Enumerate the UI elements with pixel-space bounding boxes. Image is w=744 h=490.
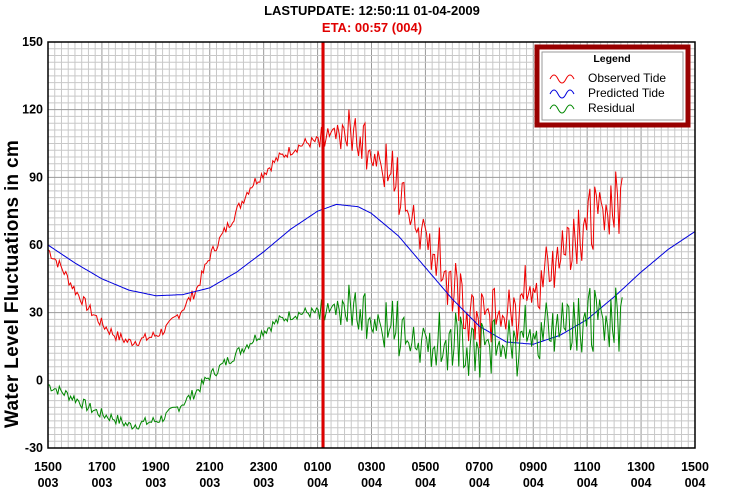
x-tick-label-day: 004: [523, 476, 544, 490]
series-layer: [47, 109, 696, 430]
y-tick-labels: -30 0 30 60 90 120 150: [22, 35, 43, 455]
legend-frame: [534, 44, 691, 128]
x-tick-label-hour: 1500: [34, 460, 62, 474]
legend-title: Legend: [593, 53, 630, 65]
x-tick-label-hour: 1100: [574, 460, 601, 474]
x-tick-label-day: 004: [577, 476, 598, 490]
x-tick-label-hour: 2300: [250, 460, 278, 474]
legend-inner: [541, 51, 684, 121]
x-tick-label-hour: 1500: [681, 460, 709, 474]
x-tick-label-hour: 0100: [304, 460, 332, 474]
legend-symbol-residual: [549, 104, 575, 114]
x-tick-label-hour: 0900: [519, 460, 547, 474]
x-tick-label-day: 004: [415, 476, 436, 490]
x-tick-label-hour: 1300: [627, 460, 655, 474]
last-update-label: LASTUPDATE: 12:50:11 01-04-2009: [264, 3, 480, 18]
legend-entry-residual: Residual: [588, 101, 635, 115]
y-tick-label: 120: [22, 103, 43, 117]
x-tick-label-day: 004: [307, 476, 328, 490]
y-tick-label: 90: [29, 170, 43, 184]
x-tick-label-hour: 1700: [88, 460, 116, 474]
legend-symbol-observed: [549, 74, 575, 84]
x-tick-label-hour: 0700: [465, 460, 493, 474]
x-tick-label-day: 004: [469, 476, 490, 490]
legend-symbol-predicted: [549, 89, 575, 99]
x-tick-label-day: 004: [361, 476, 382, 490]
x-tick-label-day: 004: [631, 476, 652, 490]
x-tick-label-hour: 2100: [196, 460, 224, 474]
x-tick-label-day: 003: [91, 476, 112, 490]
y-tick-label: -30: [25, 441, 43, 455]
y-tick-label: 0: [36, 373, 43, 387]
legend-entry-observed: Observed Tide: [588, 71, 666, 85]
x-tick-labels: 1500 003 1700 003 1900 003 2100 003 2300 003 0100 0…: [34, 460, 709, 490]
grid: [48, 42, 695, 448]
y-tick-label: 30: [29, 306, 43, 320]
legend: Legend Observed Tide Predicted Tide Resi…: [534, 44, 691, 128]
x-tick-label-day: 003: [38, 476, 59, 490]
x-tick-label-day: 003: [145, 476, 166, 490]
x-tick-label-hour: 0500: [412, 460, 440, 474]
plot-frame: [47, 41, 696, 449]
legend-entry-predicted: Predicted Tide: [588, 86, 665, 100]
x-tick-label-day: 003: [253, 476, 274, 490]
x-tick-label-hour: 1900: [142, 460, 170, 474]
x-tick-label-day: 004: [685, 476, 706, 490]
series-observed-tide: [47, 109, 623, 349]
series-residual: [48, 284, 623, 430]
x-tick-label-hour: 0300: [358, 460, 386, 474]
eta-label: ETA: 00:57 (004): [321, 20, 423, 35]
y-tick-label: 60: [29, 238, 43, 252]
x-tick-label-day: 003: [199, 476, 220, 490]
y-tick-label: 150: [22, 35, 43, 49]
